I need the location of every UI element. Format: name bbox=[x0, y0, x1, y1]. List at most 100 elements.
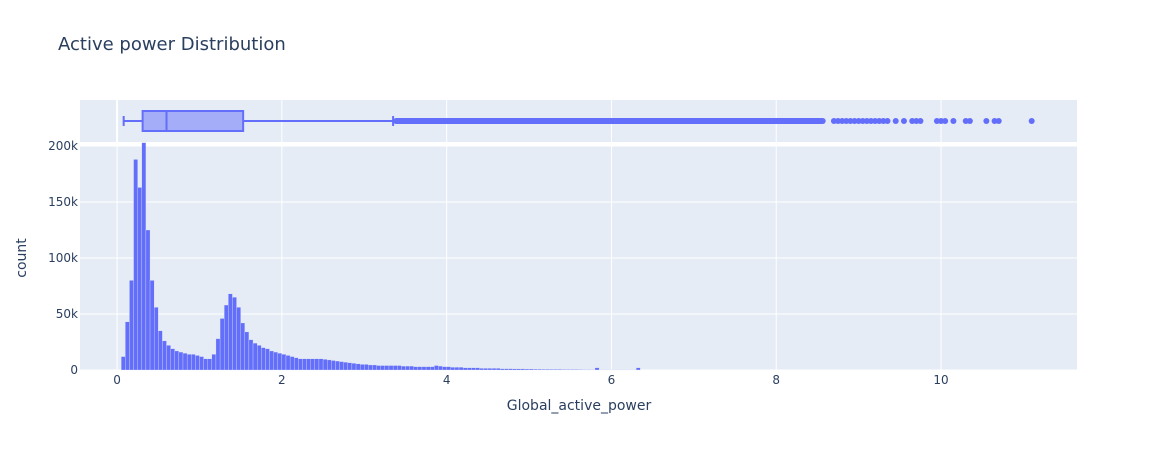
y-tick-label: 100k bbox=[48, 251, 78, 265]
histogram-gridlines bbox=[80, 145, 1077, 371]
histogram-bar bbox=[384, 365, 390, 371]
histogram-bar bbox=[273, 351, 278, 371]
histogram-bar bbox=[331, 360, 336, 371]
histogram-bar bbox=[228, 293, 233, 371]
histogram-bar bbox=[450, 367, 456, 371]
box-outlier-point bbox=[1028, 118, 1035, 124]
histogram-bar bbox=[405, 365, 410, 371]
box-outlier-point bbox=[872, 118, 879, 124]
histogram-bar bbox=[191, 354, 196, 371]
x-tick-label: 2 bbox=[278, 373, 286, 387]
histogram-bar bbox=[462, 367, 468, 371]
histogram-bar bbox=[351, 363, 357, 371]
y-tick-label: 150k bbox=[48, 195, 78, 209]
box-outlier-point bbox=[843, 118, 850, 124]
box-outlier-point bbox=[917, 118, 924, 124]
histogram-bar bbox=[224, 304, 229, 371]
histogram-bar bbox=[438, 365, 443, 371]
histogram-bar bbox=[261, 347, 266, 371]
box-outliers-dense bbox=[393, 118, 826, 124]
histogram-bar bbox=[211, 354, 217, 371]
histogram-bar bbox=[364, 364, 369, 371]
histogram-bar bbox=[174, 350, 180, 371]
histogram-bar bbox=[491, 368, 497, 371]
histogram-bar bbox=[574, 369, 579, 371]
box-outlier-point bbox=[938, 118, 945, 124]
y-tick-label: 200k bbox=[48, 139, 78, 153]
histogram-bar bbox=[314, 358, 320, 371]
histogram-bar bbox=[125, 321, 130, 371]
y-tick-label: 0 bbox=[70, 363, 78, 377]
histogram-bar bbox=[215, 338, 221, 371]
histogram-bar bbox=[446, 366, 451, 371]
histogram-bar bbox=[483, 368, 489, 371]
histogram-bar bbox=[487, 368, 493, 371]
box-outlier-point bbox=[909, 118, 916, 124]
histogram-bar bbox=[306, 358, 311, 371]
histogram-bar bbox=[504, 368, 509, 371]
y-axis-ticks: 0 50k 100k 150k 200k bbox=[48, 139, 78, 377]
histogram-bar bbox=[434, 365, 439, 371]
box-outlier-point bbox=[868, 118, 875, 124]
histogram-bar bbox=[549, 369, 554, 371]
histogram-bar bbox=[467, 367, 472, 371]
histogram-bar bbox=[553, 369, 559, 371]
histogram-bar bbox=[454, 367, 460, 371]
box-outlier-point bbox=[859, 118, 866, 124]
histogram-bar bbox=[170, 348, 175, 371]
histogram-bar bbox=[471, 367, 476, 371]
histogram-bar bbox=[294, 357, 299, 371]
histogram-bar bbox=[285, 355, 291, 371]
histogram-bar bbox=[322, 359, 328, 371]
box-outlier-point bbox=[847, 118, 854, 124]
histogram-bar bbox=[401, 365, 406, 371]
histogram-bar bbox=[182, 353, 188, 371]
histogram-bar bbox=[298, 358, 303, 371]
histogram-bar bbox=[376, 365, 381, 371]
histogram-bar bbox=[380, 365, 386, 371]
histogram-bar bbox=[145, 229, 151, 371]
histogram-bar bbox=[413, 366, 418, 371]
histogram-bar bbox=[409, 365, 414, 371]
box-outlier-point bbox=[884, 118, 891, 124]
histogram-bar bbox=[636, 367, 641, 371]
histogram-bar bbox=[347, 362, 353, 371]
histogram-bar bbox=[236, 307, 241, 371]
histogram-bar bbox=[541, 369, 546, 371]
box-outlier-point bbox=[863, 118, 870, 124]
x-tick-label: 4 bbox=[443, 373, 451, 387]
histogram-bar bbox=[203, 358, 208, 371]
histogram-bar bbox=[232, 297, 237, 371]
x-axis-ticks: 0 2 4 6 8 10 bbox=[113, 373, 948, 387]
box-plot bbox=[122, 110, 1035, 132]
histogram-bar bbox=[248, 339, 254, 371]
x-tick-label: 10 bbox=[933, 373, 948, 387]
box-outlier-point bbox=[991, 118, 998, 124]
box-outlier-point bbox=[880, 118, 887, 124]
box-outlier-point bbox=[933, 118, 940, 124]
histogram-bar bbox=[442, 366, 447, 371]
x-axis-label: Global_active_power bbox=[507, 398, 652, 414]
histogram-bar bbox=[524, 368, 530, 371]
histogram-bar bbox=[425, 366, 431, 371]
histogram-bar bbox=[355, 363, 361, 371]
histogram-bar bbox=[318, 358, 324, 371]
box-iqr bbox=[141, 110, 245, 132]
box-outlier-point bbox=[835, 118, 842, 124]
box-outlier-point bbox=[855, 118, 862, 124]
histogram-bar bbox=[343, 362, 348, 371]
histogram-bar bbox=[388, 365, 394, 371]
histogram-bar bbox=[339, 361, 344, 371]
box-outlier-point bbox=[950, 118, 957, 124]
histogram-bar bbox=[199, 356, 204, 371]
y-axis-label: count bbox=[14, 238, 30, 278]
histogram-bar bbox=[137, 187, 142, 371]
histogram-bar bbox=[359, 364, 365, 371]
x-tick-label: 6 bbox=[608, 373, 616, 387]
histogram-bar bbox=[528, 368, 534, 371]
histogram-bar bbox=[310, 358, 315, 371]
histogram-bar bbox=[265, 348, 270, 371]
histogram-bar bbox=[195, 355, 200, 371]
box-outlier-point bbox=[942, 118, 949, 124]
